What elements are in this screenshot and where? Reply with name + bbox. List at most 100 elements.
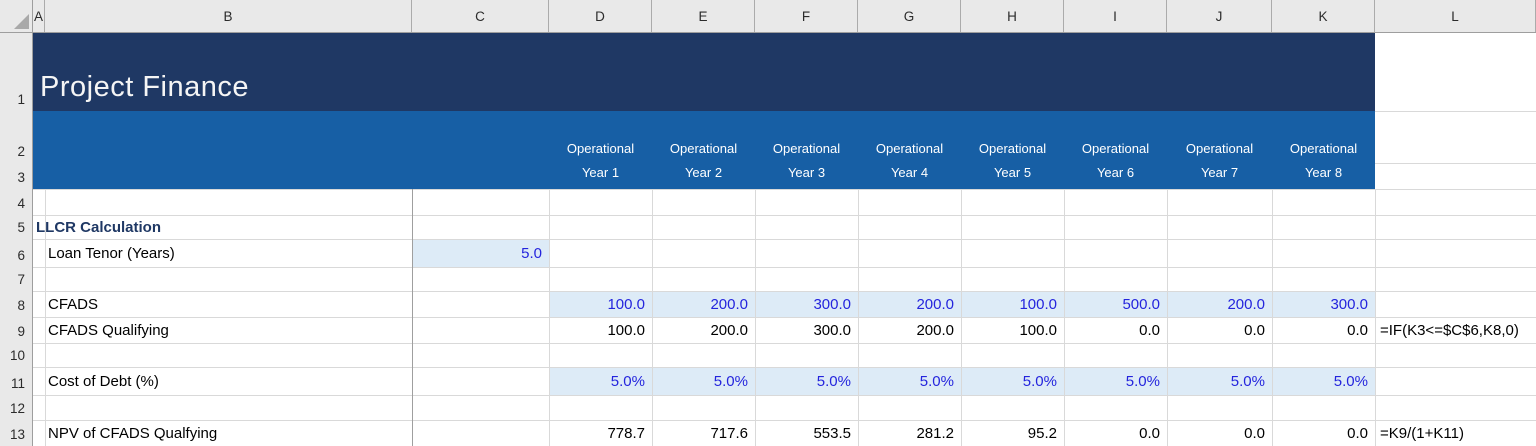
cell-C6[interactable]: 5.0 (413, 240, 549, 267)
gridline-horizontal (0, 239, 1536, 240)
select-all-button[interactable] (0, 0, 33, 33)
cell-K11[interactable]: 5.0% (1273, 368, 1375, 395)
cell-L13[interactable]: =K9/(1+K11) (1380, 425, 1464, 442)
cell-G9[interactable]: 200.0 (916, 322, 954, 339)
gridline-vertical (961, 189, 962, 446)
row-header-11[interactable]: 11 (10, 376, 25, 391)
cell-F9[interactable]: 300.0 (813, 322, 851, 339)
column-header-F[interactable]: F (755, 0, 858, 33)
gridline-horizontal (0, 291, 1536, 292)
title-banner: Project Finance (33, 33, 1375, 111)
column-header-L[interactable]: L (1375, 0, 1536, 33)
row-header-6[interactable]: 6 (17, 248, 25, 263)
cell-D9[interactable]: 100.0 (607, 322, 645, 339)
cell-D13[interactable]: 778.7 (607, 425, 645, 442)
row-header-13[interactable]: 13 (9, 427, 25, 442)
gridline-horizontal (0, 267, 1536, 268)
cell-I9[interactable]: 0.0 (1139, 322, 1160, 339)
column-header-I[interactable]: I (1064, 0, 1167, 33)
year-header-cell-I[interactable]: Operational Year 6 (1064, 111, 1167, 189)
cell-D8[interactable]: 100.0 (550, 292, 652, 317)
year-header-cell-J[interactable]: Operational Year 7 (1167, 111, 1272, 189)
gridline-vertical (412, 189, 413, 446)
year-header-cell-H[interactable]: Operational Year 5 (961, 111, 1064, 189)
cell-I11[interactable]: 5.0% (1065, 368, 1167, 395)
row-label-r13[interactable]: NPV of CFADS Qualfying (48, 424, 218, 442)
row-header-9[interactable]: 9 (17, 324, 25, 339)
column-header-J[interactable]: J (1167, 0, 1272, 33)
cell-H11[interactable]: 5.0% (962, 368, 1064, 395)
row-label-r9[interactable]: CFADS Qualifying (48, 321, 169, 339)
cell-E13[interactable]: 717.6 (710, 425, 748, 442)
year-header-line1: Operational (978, 141, 1047, 156)
cell-J13[interactable]: 0.0 (1244, 425, 1265, 442)
cell-K8[interactable]: 300.0 (1273, 292, 1375, 317)
cell-G13[interactable]: 281.2 (916, 425, 954, 442)
year-header-line2: Year 4 (890, 165, 929, 180)
cell-F11[interactable]: 5.0% (756, 368, 858, 395)
row-label-r6[interactable]: Loan Tenor (Years) (48, 244, 175, 262)
cell-J9[interactable]: 0.0 (1244, 322, 1265, 339)
row-header-4[interactable]: 4 (17, 196, 25, 211)
row-header-1[interactable]: 1 (17, 92, 25, 107)
cell-J11[interactable]: 5.0% (1168, 368, 1272, 395)
column-header-B[interactable]: B (45, 0, 412, 33)
year-header-cell-K[interactable]: Operational Year 8 (1272, 111, 1375, 189)
gridline-vertical (45, 189, 46, 446)
cell-E11[interactable]: 5.0% (653, 368, 755, 395)
cell-F13[interactable]: 553.5 (813, 425, 851, 442)
cell-G8[interactable]: 200.0 (859, 292, 961, 317)
cell-E9[interactable]: 200.0 (710, 322, 748, 339)
row-header-7[interactable]: 7 (17, 272, 25, 287)
column-header-K[interactable]: K (1272, 0, 1375, 33)
gridline-vertical (1375, 189, 1376, 446)
cell-H8[interactable]: 100.0 (962, 292, 1064, 317)
column-header-E[interactable]: E (652, 0, 755, 33)
year-header-line2: Year 1 (581, 165, 620, 180)
year-header-cell-E[interactable]: Operational Year 2 (652, 111, 755, 189)
year-header-cell-D[interactable]: Operational Year 1 (549, 111, 652, 189)
row-header-2[interactable]: 2 (17, 144, 25, 159)
cell-L9[interactable]: =IF(K3<=$C$6,K8,0) (1380, 322, 1519, 339)
cell-J8[interactable]: 200.0 (1168, 292, 1272, 317)
year-header-cell-G[interactable]: Operational Year 4 (858, 111, 961, 189)
cell-G11[interactable]: 5.0% (859, 368, 961, 395)
gridline-horizontal (0, 395, 1536, 396)
cell-K9[interactable]: 0.0 (1347, 322, 1368, 339)
cell-E8[interactable]: 200.0 (653, 292, 755, 317)
row-header-12[interactable]: 12 (9, 401, 25, 416)
sheet-title: Project Finance (40, 71, 249, 103)
cell-H13[interactable]: 95.2 (1027, 425, 1057, 442)
cell-I8[interactable]: 500.0 (1065, 292, 1167, 317)
cell-K13[interactable]: 0.0 (1347, 425, 1368, 442)
row-header-3[interactable]: 3 (17, 170, 25, 185)
year-header-cell-F[interactable]: Operational Year 3 (755, 111, 858, 189)
year-header-line2: Year 3 (787, 165, 826, 180)
header-strip-border (0, 32, 1536, 33)
year-header-banner (33, 111, 1375, 189)
gridline-vertical (1064, 189, 1065, 446)
cell-H9[interactable]: 100.0 (1019, 322, 1057, 339)
column-header-G[interactable]: G (858, 0, 961, 33)
column-header-H[interactable]: H (961, 0, 1064, 33)
year-header-line1: Operational (1185, 141, 1254, 156)
cell-F8[interactable]: 300.0 (756, 292, 858, 317)
row-header-10[interactable]: 10 (9, 348, 25, 363)
row-label-r11[interactable]: Cost of Debt (%) (48, 372, 159, 390)
row-header-5[interactable]: 5 (17, 220, 25, 235)
gridline-horizontal (0, 367, 1536, 368)
cell-D11[interactable]: 5.0% (550, 368, 652, 395)
column-header-C[interactable]: C (412, 0, 549, 33)
cell-I13[interactable]: 0.0 (1139, 425, 1160, 442)
gridline-horizontal (0, 420, 1536, 421)
column-header-A[interactable]: A (33, 0, 45, 33)
row-number-gutter (0, 33, 33, 446)
year-header-line2: Year 7 (1200, 165, 1239, 180)
row-label-r8[interactable]: CFADS (48, 295, 99, 313)
row-label-r5[interactable]: LLCR Calculation (36, 218, 162, 236)
gridline-horizontal (0, 215, 1536, 216)
row-header-8[interactable]: 8 (17, 298, 25, 313)
year-header-line1: Operational (772, 141, 841, 156)
column-header-D[interactable]: D (549, 0, 652, 33)
year-header-line1: Operational (669, 141, 738, 156)
